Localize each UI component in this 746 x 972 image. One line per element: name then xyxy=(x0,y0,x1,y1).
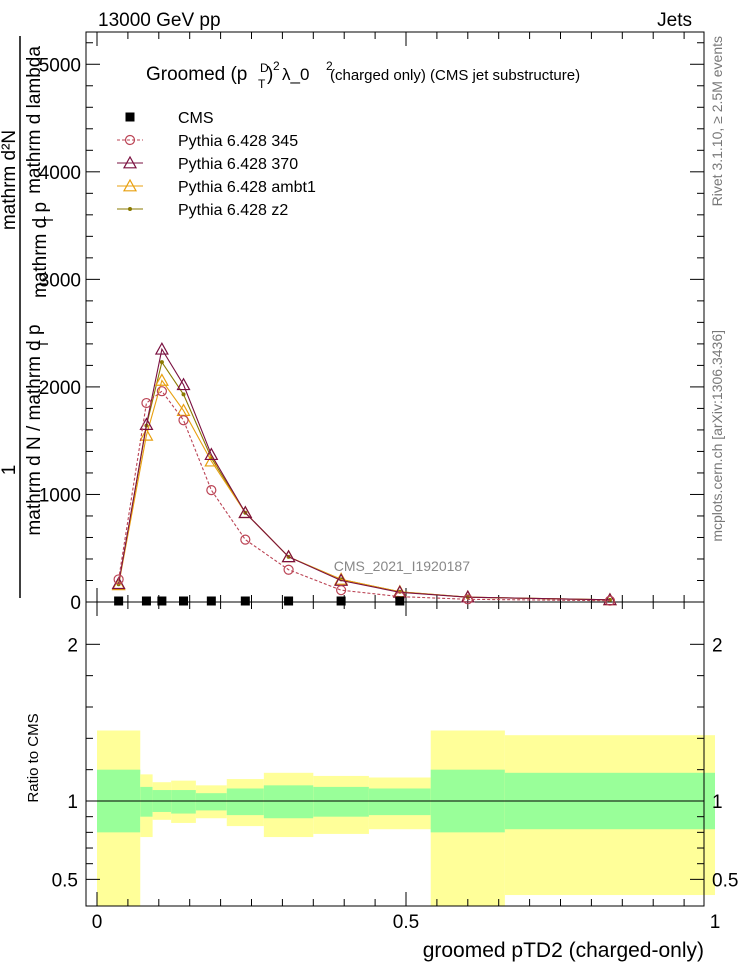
title-sup: D xyxy=(260,61,269,75)
title-sub: T xyxy=(258,77,266,91)
p370-marker xyxy=(176,377,191,391)
p345-marker xyxy=(156,386,167,397)
y-tick-label: 0 xyxy=(70,593,81,614)
x-tick-label: 0.5 xyxy=(393,912,419,933)
cms-data-point xyxy=(141,596,151,606)
cms-data-point xyxy=(157,596,167,606)
z2-marker xyxy=(159,360,164,365)
x-tick-label: 0 xyxy=(92,912,103,933)
ratio-y-tick-label-right: 0.5 xyxy=(712,870,738,891)
p370-marker xyxy=(238,505,253,519)
x-axis-label: groomed pTD2 (charged-only) xyxy=(423,939,704,962)
y-label-denominator-sub: T xyxy=(36,340,51,348)
legend-entry-label: Pythia 6.428 370 xyxy=(178,156,298,173)
x-tick-label: 1 xyxy=(710,912,721,933)
ratio-y-axis-label: Ratio to CMS xyxy=(25,713,42,802)
chart-title: Groomed (p DT) 2 λ_0 2 (charged only) (CMS … xyxy=(146,59,580,91)
ratio-inner-band-bin xyxy=(140,786,153,817)
ambt1-marker xyxy=(139,428,154,441)
cms-data-point xyxy=(125,112,135,122)
ratio-y-tick-label-right: 1 xyxy=(712,792,723,813)
z2-marker xyxy=(181,392,186,397)
y-tick-label: 5000 xyxy=(39,55,81,76)
process-label: Jets xyxy=(657,10,692,31)
y-label-numerator-sub: T xyxy=(41,216,56,224)
cms-data-point xyxy=(206,596,216,606)
title-sup2: 2 xyxy=(273,59,280,73)
p345-marker xyxy=(141,397,152,409)
legend: CMS Pythia 6.428 345 Pythia 6.428 370 Pythi… xyxy=(117,110,316,219)
ratio-inner-band-bin xyxy=(195,793,227,811)
y-tick-label: 2000 xyxy=(39,378,81,399)
legend-entry-label: CMS xyxy=(178,110,214,127)
ratio-inner-band-bin xyxy=(263,785,314,819)
y-label-numerator: mathrm d²N xyxy=(0,130,20,230)
cms-data-point xyxy=(179,596,189,606)
title-tail: (charged only) (CMS jet substructure) xyxy=(330,67,580,84)
mcplots-label: mcplots.cern.ch [arXiv:1306.3436] xyxy=(709,330,725,542)
p345-marker xyxy=(462,594,473,605)
p370-marker xyxy=(154,342,169,355)
ambt1-marker xyxy=(122,178,138,192)
series-line-p370 xyxy=(118,347,610,601)
y-label-one: 1 xyxy=(0,465,20,476)
title-post: ) xyxy=(267,64,273,85)
series-line-p345 xyxy=(118,390,610,602)
y-tick-label: 1000 xyxy=(39,485,81,506)
title-mid: λ_0 xyxy=(282,65,309,84)
p370-marker xyxy=(281,549,296,563)
cms-data-point xyxy=(114,596,124,606)
ratio-y-tick-label-right: 2 xyxy=(712,635,723,656)
p345-marker xyxy=(604,595,616,606)
cms-data-point xyxy=(240,596,250,606)
ratio-inner-band-bin xyxy=(313,786,369,817)
y-label-numerator-b: mathrm d lambda xyxy=(24,46,45,194)
legend-entry-label: Pythia 6.428 z2 xyxy=(178,202,288,219)
ratio-inner-band-bin xyxy=(171,790,196,814)
y-label-numerator-a: mathrm d p xyxy=(30,202,51,298)
ratio-inner-band-bin xyxy=(368,788,431,816)
ratio-y-tick-label: 1 xyxy=(67,792,78,813)
y-tick-label: 3000 xyxy=(39,270,81,291)
energy-label: 13000 GeV pp xyxy=(98,10,221,31)
ambt1-marker xyxy=(154,373,169,386)
y-label-denominator: mathrm d N / mathrm d p xyxy=(24,324,45,535)
z2-marker xyxy=(128,207,132,211)
cms-data-point xyxy=(336,596,346,606)
ratio-y-tick-label: 2 xyxy=(67,635,78,656)
p370-marker xyxy=(122,155,138,169)
y-tick-label: 4000 xyxy=(39,163,81,184)
p345-marker xyxy=(124,134,136,146)
p345-marker xyxy=(113,574,124,585)
legend-entry-label: Pythia 6.428 345 xyxy=(178,133,298,150)
series-cms xyxy=(114,596,405,606)
title-sup3: 2 xyxy=(326,59,333,73)
ratio-bands xyxy=(97,730,715,906)
p345-marker xyxy=(178,415,189,426)
analysis-watermark: CMS_2021_I1920187 xyxy=(334,558,470,574)
p345-marker xyxy=(206,485,217,496)
p370-marker xyxy=(204,447,219,461)
p345-marker xyxy=(283,564,294,575)
title-pre: Groomed (p xyxy=(146,64,247,85)
legend-entry-label: Pythia 6.428 ambt1 xyxy=(178,179,316,196)
p345-marker xyxy=(336,585,347,596)
rivet-version-label: Rivet 3.1.10, ≥ 2.5M events xyxy=(709,36,725,206)
ratio-y-tick-label: 0.5 xyxy=(52,870,78,891)
cms-data-point xyxy=(284,596,294,606)
p345-marker xyxy=(240,534,251,545)
p370-marker xyxy=(460,589,475,603)
cms-data-point xyxy=(395,596,405,606)
ratio-inner-band-bin xyxy=(226,788,264,816)
ratio-plot-frame xyxy=(85,601,705,907)
